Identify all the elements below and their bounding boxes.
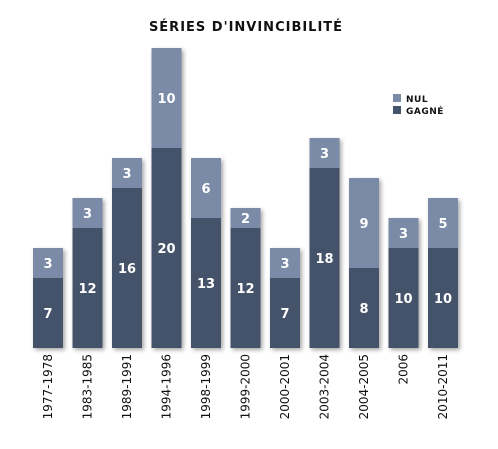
data-label: 6 [201, 182, 210, 197]
data-label: 10 [394, 292, 412, 307]
data-label: 8 [359, 302, 368, 317]
bar-stack [349, 178, 379, 348]
legend-label: NUL [406, 95, 428, 105]
bar-stack [230, 208, 261, 348]
x-tick-label: 1989-1991 [120, 354, 134, 419]
data-label: 20 [157, 242, 175, 257]
bar-segment-nul [309, 138, 340, 168]
data-label: 3 [43, 257, 52, 272]
bar-stack [72, 198, 103, 348]
bar-stack [112, 158, 142, 348]
data-label: 3 [280, 257, 289, 272]
data-label: 3 [122, 167, 131, 182]
x-tick-label: 1998-1999 [199, 354, 213, 419]
bar-segment-nul [230, 208, 261, 228]
x-tick-label: 1983-1985 [81, 354, 95, 419]
x-tick-label: 2006 [397, 354, 411, 385]
x-tick-label: 2003-2004 [318, 354, 332, 419]
data-label: 3 [320, 147, 329, 162]
data-label: 2 [241, 212, 250, 227]
bar-segment-gagne [388, 248, 419, 348]
bar-segment-nul [112, 158, 142, 188]
data-label: 7 [280, 307, 289, 322]
data-label: 12 [78, 282, 96, 297]
bar-stack [33, 248, 63, 348]
x-tick-label: 1999-2000 [239, 354, 253, 419]
bar-stack [191, 158, 221, 348]
bar-segment-nul [349, 178, 379, 268]
data-label: 7 [43, 307, 52, 322]
data-label: 10 [434, 292, 452, 307]
bar-segment-nul [72, 198, 103, 228]
bar-segment-gagne [72, 228, 103, 348]
bar-segment-gagne [112, 188, 142, 348]
bar-segment-gagne [151, 148, 182, 348]
bar-stack [309, 138, 340, 348]
data-label: 3 [83, 207, 92, 222]
bar-segment-gagne [33, 278, 63, 348]
bar-segment-gagne [428, 248, 458, 348]
bar-segment-nul [151, 48, 182, 148]
x-tick-label: 1994-1996 [160, 354, 174, 419]
bar-segment-nul [388, 218, 419, 248]
bar-segment-gagne [270, 278, 300, 348]
bar-segment-nul [33, 248, 63, 278]
bar-segment-gagne [309, 168, 340, 348]
legend-swatch [393, 94, 401, 102]
data-label: 12 [236, 282, 254, 297]
x-tick-label: 1977-1978 [41, 354, 55, 419]
data-label: 13 [197, 277, 215, 292]
data-label: 18 [315, 252, 333, 267]
bar-segment-nul [270, 248, 300, 278]
data-label: 5 [438, 217, 447, 232]
bar-segment-gagne [191, 218, 221, 348]
legend-swatch [393, 106, 401, 114]
bar-segment-nul [191, 158, 221, 218]
bar-stack [428, 198, 458, 348]
x-tick-labels: 1977-1978 1983-1985 1989-1991 1994-1996 1998… [41, 354, 450, 419]
data-label: 10 [157, 92, 175, 107]
data-label: 9 [359, 217, 368, 232]
legend-label: GAGNÉ [406, 105, 444, 117]
bar-stack [388, 218, 419, 348]
data-label: 16 [118, 262, 136, 277]
bar-stack [270, 248, 300, 348]
x-tick-label: 2004-2005 [357, 354, 371, 419]
bar-segment-nul [428, 198, 458, 248]
bars-layer: 7 3 12 3 16 3 20 10 13 6 12 2 7 3 18 3 8 9 10 3 10 5 [33, 48, 458, 348]
bar-segment-gagne [230, 228, 261, 348]
x-tick-label: 2000-2001 [278, 354, 292, 419]
x-tick-label: 2010-2011 [436, 354, 450, 419]
data-label: 3 [399, 227, 408, 242]
bar-segment-gagne [349, 268, 379, 348]
chart-title: SÉRIES D'INVINCIBILITÉ [149, 19, 343, 35]
bar-stack [151, 48, 182, 348]
